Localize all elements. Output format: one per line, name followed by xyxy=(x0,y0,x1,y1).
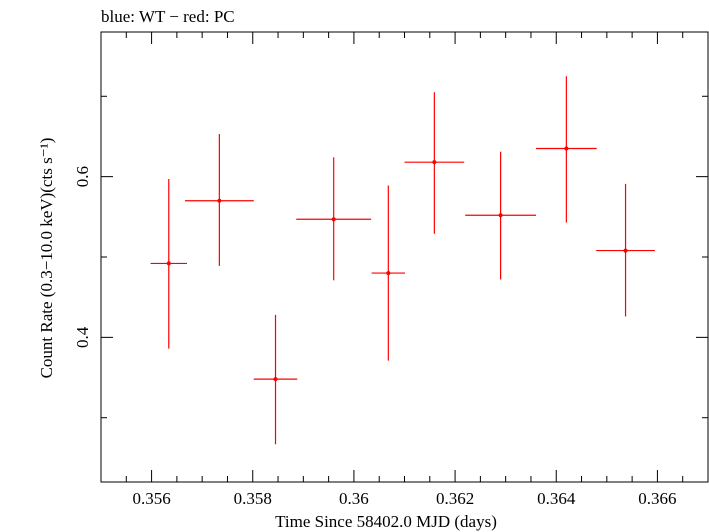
x-tick-label: 0.358 xyxy=(234,489,272,508)
x-tick-label: 0.362 xyxy=(436,489,474,508)
data-point-marker xyxy=(217,198,222,203)
data-point xyxy=(404,92,465,234)
data-point xyxy=(596,183,655,317)
data-series-pc xyxy=(150,76,655,445)
data-point xyxy=(371,185,406,361)
y-tick-label: 0.6 xyxy=(73,166,92,187)
data-point xyxy=(253,314,298,445)
data-point xyxy=(184,134,254,266)
chart-title: blue: WT − red: PC xyxy=(101,7,235,26)
data-point xyxy=(536,76,597,223)
data-point-marker xyxy=(564,146,569,151)
data-point-marker xyxy=(166,261,171,266)
data-point xyxy=(465,151,537,280)
plot-frame xyxy=(100,31,709,483)
x-axis-label: Time Since 58402.0 MJD (days) xyxy=(275,512,497,531)
y-axis-label: Count Rate (0.3−10.0 keV)(cts s⁻¹) xyxy=(37,138,56,379)
data-point-marker xyxy=(273,377,278,382)
x-tick-label: 0.366 xyxy=(638,489,676,508)
data-point-marker xyxy=(432,160,437,165)
data-point xyxy=(296,157,372,281)
x-axis: 0.356 0.358 0.36 0.362 0.364 0.366 xyxy=(125,32,709,508)
data-point-marker xyxy=(331,217,336,222)
data-point-marker xyxy=(386,271,391,276)
x-tick-label: 0.36 xyxy=(339,489,369,508)
y-tick-label: 0.4 xyxy=(73,326,92,348)
data-point xyxy=(150,179,187,349)
x-tick-label: 0.356 xyxy=(132,489,170,508)
y-axis: 0.4 0.6 xyxy=(73,95,708,419)
x-tick-label: 0.364 xyxy=(537,489,576,508)
data-point-marker xyxy=(498,213,503,218)
data-point-marker xyxy=(623,248,628,253)
